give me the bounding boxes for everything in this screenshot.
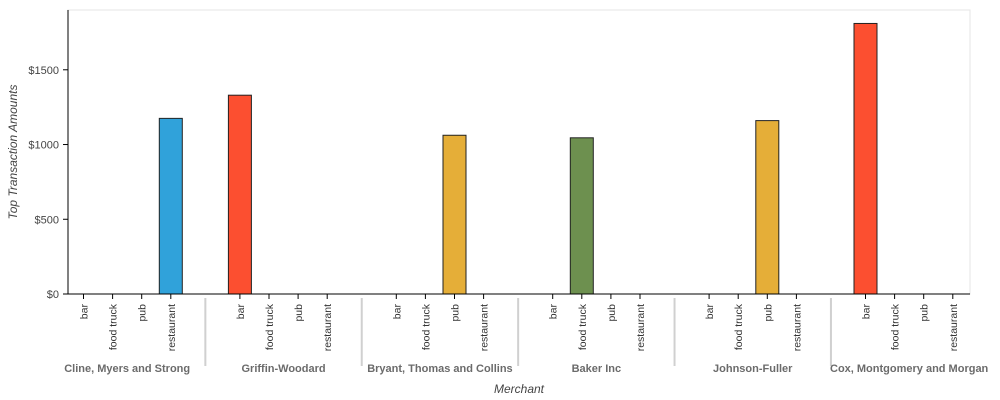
y-tick-label: $500 [35, 214, 59, 226]
x-category-label: food truck [577, 303, 589, 350]
x-categories-layer: bar food truck pub restaurant bar food truck p… [79, 294, 960, 351]
x-groups-layer: Cline, Myers and Strong Griffin-Woodard Br… [64, 298, 989, 375]
bar-pub [755, 120, 780, 295]
x-category-label: restaurant [948, 304, 960, 351]
x-category-label: pub [762, 304, 774, 322]
x-category-label: bar [861, 304, 873, 320]
bars-layer [158, 22, 878, 295]
x-category-label: pub [293, 304, 305, 322]
x-category-label: food truck [264, 303, 276, 350]
x-category-label: pub [137, 304, 149, 322]
y-ticks-layer: $0 $500 $1000 $1500 [28, 65, 68, 301]
x-category-label: pub [606, 304, 618, 322]
y-tick-label: $1500 [28, 65, 59, 77]
x-category-label: food truck [420, 303, 432, 350]
x-axis-title: Merchant [494, 382, 545, 396]
x-category-label: bar [235, 304, 247, 320]
y-tick-label: $0 [47, 289, 59, 301]
x-group-label: Johnson-Fuller [713, 363, 793, 375]
x-category-label: restaurant [166, 304, 178, 351]
x-group-label: Baker Inc [572, 363, 622, 375]
x-category-label: pub [919, 304, 931, 322]
plot-area [67, 9, 971, 295]
bar-restaurant [158, 117, 183, 295]
bar-bar [227, 94, 252, 295]
bar-food-truck [569, 137, 594, 295]
x-category-label: bar [79, 304, 91, 320]
x-category-label: food truck [108, 303, 120, 350]
x-group-label: Bryant, Thomas and Collins [367, 363, 512, 375]
x-category-label: pub [450, 304, 462, 322]
x-category-label: bar [548, 304, 560, 320]
x-category-label: bar [391, 304, 403, 320]
x-category-label: restaurant [322, 304, 334, 351]
x-group-label: Cox, Montgomery and Morgan [830, 363, 989, 375]
x-category-label: food truck [890, 303, 902, 350]
y-tick-label: $1000 [28, 140, 59, 152]
x-category-label: food truck [733, 303, 745, 350]
bar-bar [853, 22, 878, 295]
x-category-label: bar [704, 304, 716, 320]
bar-pub [442, 134, 467, 295]
x-group-label: Griffin-Woodard [241, 363, 325, 375]
x-category-label: restaurant [791, 304, 803, 351]
x-category-label: restaurant [479, 304, 491, 351]
x-category-label: restaurant [635, 304, 647, 351]
y-axis-title: Top Transaction Amounts [6, 85, 20, 220]
x-group-label: Cline, Myers and Strong [64, 363, 190, 375]
